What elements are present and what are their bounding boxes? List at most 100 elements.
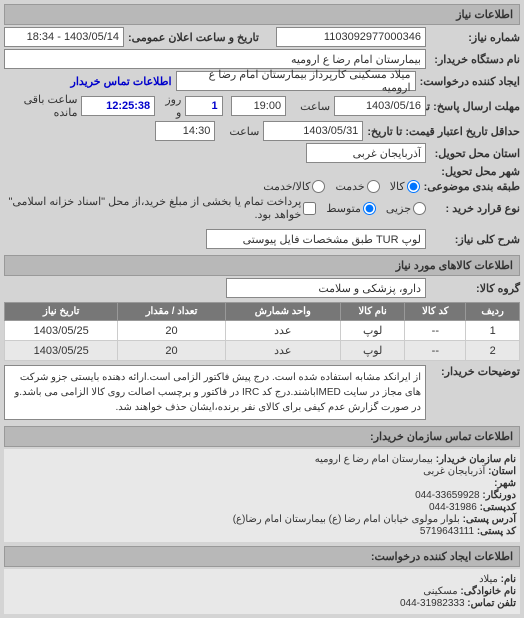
form-container: اطلاعات نیاز شماره نیاز: 110309297700034…	[0, 0, 524, 618]
org-name-value: بیمارستان امام رضا ع ارومیه	[315, 454, 433, 465]
td: 1	[466, 321, 520, 341]
field-buyer-device: بیمارستان امام رضا ع ارومیه	[4, 49, 426, 69]
req-family-line: نام خانوادگی: مسکینی	[8, 586, 516, 597]
section-need-info: اطلاعات نیاز	[4, 4, 520, 25]
org-city-line: شهر:	[8, 478, 516, 489]
field-reply-time: 19:00	[231, 96, 287, 116]
table-row: 2 -- لوپ عدد 20 1403/05/25	[5, 341, 520, 361]
field-credit-date: 1403/05/31	[263, 121, 363, 141]
radio-goods-service-label: کالا/خدمت	[263, 180, 310, 193]
org-province-label: استان:	[488, 466, 516, 477]
radio-price-mid-input[interactable]	[363, 202, 376, 215]
buyer-org-block: نام سازمان خریدار: بیمارستان امام رضا ع …	[4, 449, 520, 542]
field-need-title: لوپ TUR طبق مشخصات فایل پیوستی	[206, 229, 426, 249]
radio-price-full-label: پرداخت تمام یا بخشی از مبلغ خرید،از محل …	[4, 195, 301, 221]
req-family-value: مسکینی	[423, 586, 457, 597]
row-package-subject: طبقه بندی موضوعی: کالا خدمت کالا/خدمت	[4, 180, 520, 193]
label-delivery-province: استان محل تحویل:	[430, 147, 520, 160]
radio-price-mid-label: متوسط	[326, 202, 361, 215]
org-name-label: نام سازمان خریدار:	[436, 454, 516, 465]
td: 1403/05/25	[5, 341, 118, 361]
td: لوپ	[340, 341, 405, 361]
radio-price-low-input[interactable]	[413, 202, 426, 215]
label-requester: ایجاد کننده درخواست:	[420, 75, 520, 88]
section-goods-info: اطلاعات کالاهای مورد نیاز	[4, 255, 520, 276]
td: 2	[466, 341, 520, 361]
row-delivery-city: شهر محل تحویل:	[4, 165, 520, 178]
th-1: کد کالا	[405, 303, 466, 321]
td: عدد	[225, 321, 340, 341]
org-postbox-line: کد پستی: 5719643111	[8, 526, 516, 537]
label-need-title: شرح کلی نیاز:	[430, 233, 520, 246]
org-postal-line: کدپستی: 31986-044	[8, 502, 516, 513]
td: --	[405, 321, 466, 341]
field-credit-time: 14:30	[155, 121, 215, 141]
org-province-value: آذربایجان غربی	[423, 466, 485, 477]
radio-group-package: کالا خدمت کالا/خدمت	[263, 180, 419, 193]
label-credit-expiry: حداقل تاریخ اعتبار قیمت: تا تاریخ:	[367, 125, 520, 138]
row-price-type: نوع قرارد خرید : جزیی متوسط پرداخت تمام …	[4, 195, 520, 221]
field-public-datetime: 1403/05/14 - 18:34	[4, 27, 124, 47]
goods-table-wrap: ردیف کد کالا نام کالا واحد شمارش تعداد /…	[4, 302, 520, 361]
row-reply-deadline: مهلت ارسال پاسخ: تا 1403/05/16 ساعت 19:0…	[4, 93, 520, 119]
field-reply-date: 1403/05/16	[334, 96, 426, 116]
org-name-line: نام سازمان خریدار: بیمارستان امام رضا ع …	[8, 454, 516, 465]
field-days-left: 1	[185, 96, 222, 116]
td: --	[405, 341, 466, 361]
label-delivery-city: شهر محل تحویل:	[430, 165, 520, 178]
table-row: 1 -- لوپ عدد 20 1403/05/25	[5, 321, 520, 341]
org-postal-value: 31986-044	[429, 502, 477, 513]
row-goods-group: گروه کالا: دارو، پزشکی و سلامت	[4, 278, 520, 298]
td: لوپ	[340, 321, 405, 341]
field-goods-group: دارو، پزشکی و سلامت	[226, 278, 426, 298]
label-reply-deadline: مهلت ارسال پاسخ: تا	[430, 100, 520, 113]
row-buyer-desc: توضیحات خریدار: از ایرانکد مشابه استفاده…	[4, 365, 520, 420]
org-postbox-value: 5719643111	[420, 526, 474, 537]
label-request-no: شماره نیاز:	[430, 31, 520, 44]
radio-price-full-input[interactable]	[303, 202, 316, 215]
org-postal-label: کدپستی:	[480, 502, 516, 513]
radio-price-low[interactable]: جزیی	[386, 202, 426, 215]
req-family-label: نام خانوادگی:	[460, 586, 516, 597]
radio-goods-service-input[interactable]	[312, 180, 325, 193]
td: 1403/05/25	[5, 321, 118, 341]
row-buyer-device: نام دستگاه خریدار: بیمارستان امام رضا ع …	[4, 49, 520, 69]
section-requester-info: اطلاعات ایجاد کننده درخواست:	[4, 546, 520, 567]
field-request-no: 1103092977000346	[276, 27, 426, 47]
label-time-remaining: ساعت باقی مانده	[4, 93, 77, 119]
radio-group-price: جزیی متوسط پرداخت تمام یا بخشی از مبلغ خ…	[4, 195, 426, 221]
row-requester: ایجاد کننده درخواست: میلاد مسکینی کارپرد…	[4, 71, 520, 91]
req-phone-label: تلفن تماس:	[467, 598, 516, 609]
field-time-left: 12:25:38	[81, 96, 155, 116]
label-public-datetime: تاریخ و ساعت اعلان عمومی:	[128, 31, 259, 44]
radio-price-low-label: جزیی	[386, 202, 411, 215]
label-time2: ساعت	[219, 125, 259, 138]
link-buyer-contact[interactable]: اطلاعات تماس خریدار	[71, 75, 172, 88]
td: عدد	[225, 341, 340, 361]
org-fax-value: 33659928-044	[415, 490, 480, 501]
td: 20	[118, 321, 225, 341]
section-buyer-org: اطلاعات تماس سازمان خریدار:	[4, 426, 520, 447]
th-2: نام کالا	[340, 303, 405, 321]
label-buyer-desc: توضیحات خریدار:	[430, 365, 520, 378]
org-fax-line: دورنگار: 33659928-044	[8, 490, 516, 501]
radio-goods-service[interactable]: کالا/خدمت	[263, 180, 325, 193]
org-postbox-label: کد پستی:	[477, 526, 516, 537]
field-requester: میلاد مسکینی کارپرداز بیمارستان امام رضا…	[176, 71, 416, 91]
radio-goods[interactable]: کالا	[390, 180, 420, 193]
radio-service-label: خدمت	[335, 180, 364, 193]
radio-goods-input[interactable]	[407, 180, 420, 193]
req-phone-value: 31982333-044	[400, 598, 465, 609]
field-buyer-desc: از ایرانکد مشابه استفاده شده است. درج پی…	[4, 365, 426, 420]
org-city-label: شهر:	[494, 478, 516, 489]
row-credit-expiry: حداقل تاریخ اعتبار قیمت: تا تاریخ: 1403/…	[4, 121, 520, 141]
radio-price-mid[interactable]: متوسط	[326, 202, 376, 215]
radio-goods-label: کالا	[390, 180, 405, 193]
label-price-type: نوع قرارد خرید :	[430, 202, 520, 215]
radio-service[interactable]: خدمت	[335, 180, 379, 193]
label-package-subject: طبقه بندی موضوعی:	[424, 180, 520, 193]
td: 20	[118, 341, 225, 361]
th-3: واحد شمارش	[225, 303, 340, 321]
radio-service-input[interactable]	[367, 180, 380, 193]
radio-price-full[interactable]: پرداخت تمام یا بخشی از مبلغ خرید،از محل …	[4, 195, 316, 221]
